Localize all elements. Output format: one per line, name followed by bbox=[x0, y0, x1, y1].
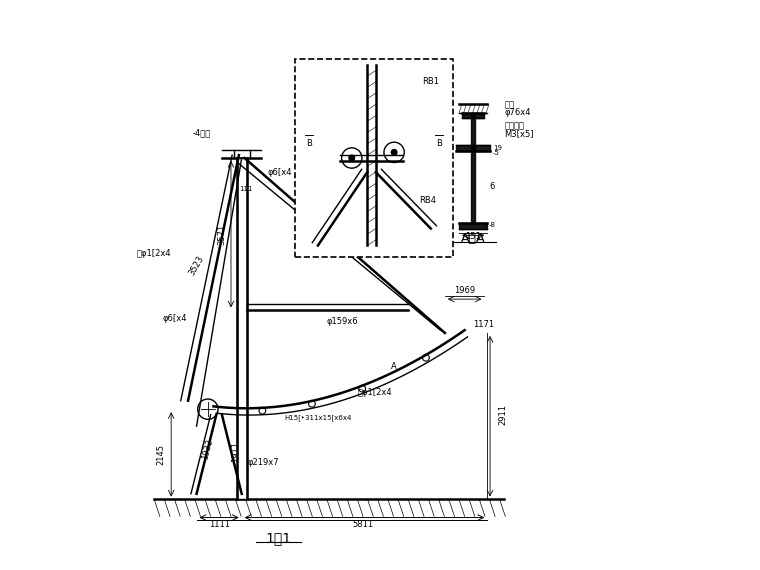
Text: φ6[x4: φ6[x4 bbox=[163, 315, 187, 323]
Text: 4419: 4419 bbox=[321, 213, 343, 233]
Text: RB1: RB1 bbox=[414, 123, 431, 132]
Text: 6: 6 bbox=[489, 182, 494, 192]
Text: 19: 19 bbox=[493, 145, 502, 150]
Text: φ159x6: φ159x6 bbox=[326, 317, 358, 326]
Text: H15[‣311x15[x6x4: H15[‣311x15[x6x4 bbox=[284, 414, 351, 421]
Bar bbox=[296, 59, 454, 256]
Text: 151  3: 151 3 bbox=[433, 121, 439, 143]
Text: -5: -5 bbox=[493, 150, 500, 156]
Text: 2911: 2911 bbox=[499, 404, 508, 425]
Text: 1111: 1111 bbox=[209, 520, 230, 529]
Text: 角架端柱: 角架端柱 bbox=[504, 121, 524, 131]
Text: 1171: 1171 bbox=[473, 320, 494, 329]
Text: φ6[x4: φ6[x4 bbox=[267, 168, 292, 177]
Text: B: B bbox=[436, 140, 442, 148]
Text: 5811: 5811 bbox=[353, 520, 374, 529]
Circle shape bbox=[349, 155, 355, 161]
Text: φ76x4: φ76x4 bbox=[504, 108, 530, 117]
Text: 3523: 3523 bbox=[188, 254, 206, 276]
Text: 1－1: 1－1 bbox=[265, 531, 292, 545]
Text: RB1: RB1 bbox=[423, 78, 439, 86]
Bar bbox=[236, 158, 247, 499]
Text: 楼φ1[2x4: 楼φ1[2x4 bbox=[137, 250, 171, 258]
Text: 151: 151 bbox=[465, 232, 481, 241]
Text: 1969: 1969 bbox=[454, 286, 475, 295]
Text: φ219x7: φ219x7 bbox=[247, 458, 279, 467]
Text: 拉杆: 拉杆 bbox=[504, 100, 515, 109]
Text: φ76x4: φ76x4 bbox=[370, 228, 396, 252]
Text: 1932: 1932 bbox=[201, 437, 215, 460]
Text: 111: 111 bbox=[239, 186, 253, 192]
Text: M3[x5]: M3[x5] bbox=[504, 129, 534, 139]
Circle shape bbox=[391, 149, 397, 155]
Text: -4雨口: -4雨口 bbox=[192, 128, 211, 137]
Text: A－A: A－A bbox=[461, 232, 486, 245]
Text: A: A bbox=[391, 363, 397, 371]
Text: 楼φ1[2x4: 楼φ1[2x4 bbox=[357, 388, 392, 397]
Text: 2145: 2145 bbox=[157, 444, 166, 465]
Text: B: B bbox=[306, 140, 312, 148]
Text: -8: -8 bbox=[489, 222, 496, 227]
Text: RB4: RB4 bbox=[420, 196, 436, 205]
Text: -8: -8 bbox=[419, 131, 426, 137]
Text: 1911: 1911 bbox=[232, 441, 241, 462]
Text: 3571: 3571 bbox=[217, 223, 226, 245]
